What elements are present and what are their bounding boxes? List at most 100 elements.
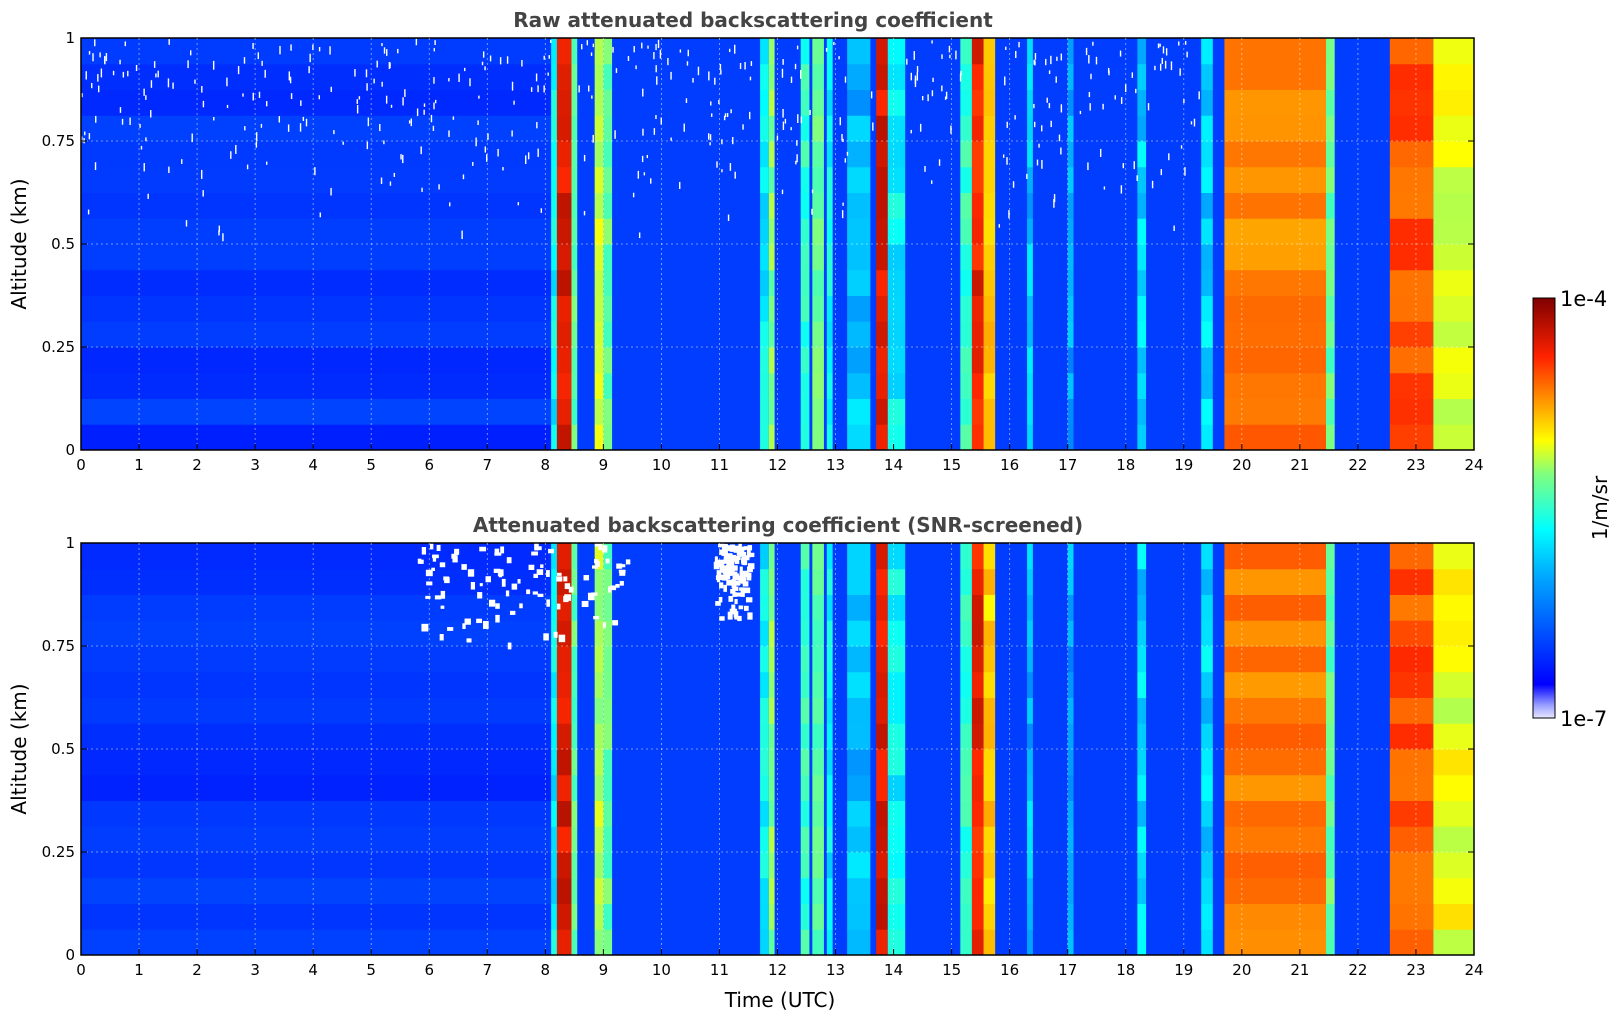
masked-pixel (495, 614, 500, 623)
noise-speckle (944, 96, 947, 100)
noise-speckle (94, 162, 97, 171)
masked-pixel (735, 592, 742, 597)
noise-speckle (547, 72, 549, 76)
heatmap-cell (551, 269, 557, 296)
heatmap-cell (971, 63, 984, 90)
heatmap-cell (826, 218, 833, 245)
noise-speckle (373, 78, 375, 84)
heatmap-cell (1201, 749, 1213, 776)
noise-speckle (299, 123, 302, 132)
noise-speckle (261, 60, 263, 66)
masked-pixel (477, 592, 483, 599)
heatmap-cell (812, 826, 824, 853)
heatmap-cell (1433, 141, 1474, 168)
heatmap-cell (1389, 594, 1434, 621)
noise-speckle (1183, 99, 1185, 104)
heatmap-cell (1137, 671, 1147, 698)
heatmap-cell (800, 671, 810, 698)
noise-speckle (400, 154, 402, 160)
heatmap-cell (983, 568, 996, 595)
masked-pixel (739, 587, 745, 591)
heatmap-cell (1201, 244, 1213, 271)
x-tick-label: 9 (599, 456, 609, 474)
noise-speckle (872, 122, 874, 131)
heatmap-cell (800, 269, 810, 296)
noise-speckle (586, 40, 589, 46)
heatmap-cell (1027, 115, 1033, 142)
raw-backscatter-panel: Raw attenuated backscattering coefficien… (7, 8, 1484, 474)
noise-speckle (530, 87, 533, 92)
heatmap-cell (81, 347, 552, 374)
heatmap-cell (847, 697, 871, 724)
heatmap-cell (594, 671, 604, 698)
noise-speckle (646, 154, 649, 159)
raw-x-ticks: 0 1 2 3 4 5 6 7 8 9 10 11 12 13 14 15 16 17 18 19 20 21 22 23 24 (76, 444, 1484, 474)
heatmap-cell (768, 774, 775, 801)
noise-speckle (499, 57, 502, 65)
noise-speckle (172, 82, 174, 89)
masked-pixel (421, 623, 429, 632)
heatmap-cell (556, 877, 572, 904)
heatmap-cell (960, 620, 972, 647)
heatmap-cell (1224, 115, 1326, 142)
noise-speckle (1159, 63, 1162, 71)
heatmap-cell (983, 594, 996, 621)
heatmap-cell (571, 372, 578, 399)
noise-speckle (104, 56, 106, 64)
masked-pixel (738, 547, 745, 554)
noise-speckle (1154, 65, 1156, 71)
heatmap-cell (1201, 269, 1213, 296)
heatmap-cell (983, 244, 996, 271)
heatmap-cell (983, 774, 996, 801)
noise-speckle (252, 92, 254, 101)
noise-speckle (657, 39, 660, 48)
heatmap-cell (594, 398, 604, 425)
noise-speckle (201, 85, 203, 93)
noise-speckle (305, 118, 308, 127)
heatmap-cell (760, 398, 769, 425)
heatmap-cell (571, 321, 578, 348)
noise-speckle (433, 77, 435, 84)
noise-speckle (537, 148, 539, 157)
x-axis-label: Time (UTC) (724, 988, 836, 1012)
noise-speckle (794, 63, 797, 70)
noise-speckle (202, 190, 204, 197)
noise-speckle (588, 85, 590, 92)
noise-speckle (235, 144, 237, 154)
noise-speckle (841, 210, 844, 219)
heatmap-cell (1201, 398, 1213, 425)
y-tick-label: 1 (65, 29, 75, 47)
noise-speckle (1160, 169, 1163, 176)
noise-speckle (243, 57, 246, 64)
noise-speckle (734, 44, 736, 54)
heatmap-cell (1433, 723, 1474, 750)
heatmap-cell (768, 568, 775, 595)
heatmap-cell (603, 115, 613, 142)
noise-speckle (838, 56, 840, 60)
heatmap-cell (1027, 697, 1033, 724)
heatmap-cell (1201, 166, 1213, 193)
heatmap-cell (81, 141, 552, 168)
noise-speckle (1034, 60, 1036, 66)
heatmap-cell (556, 929, 572, 956)
masked-pixel (546, 599, 551, 607)
heatmap-cell (594, 141, 604, 168)
heatmap-cell (847, 192, 871, 219)
masked-pixel (425, 595, 431, 599)
heatmap-cell (594, 63, 604, 90)
masked-pixel (718, 543, 725, 548)
heatmap-cell (876, 903, 888, 930)
heatmap-cell (1137, 321, 1147, 348)
heatmap-cell (1325, 269, 1335, 296)
heatmap-cell (594, 594, 604, 621)
heatmap-cell (603, 749, 613, 776)
heatmap-cell (1067, 166, 1074, 193)
masked-pixel (533, 573, 539, 578)
noise-speckle (290, 44, 292, 51)
noise-speckle (811, 189, 814, 194)
heatmap-cell (812, 269, 824, 296)
noise-speckle (949, 54, 951, 59)
x-tick-label: 10 (652, 456, 671, 474)
y-tick-label: 0 (65, 946, 75, 964)
heatmap-cell (1027, 852, 1033, 879)
